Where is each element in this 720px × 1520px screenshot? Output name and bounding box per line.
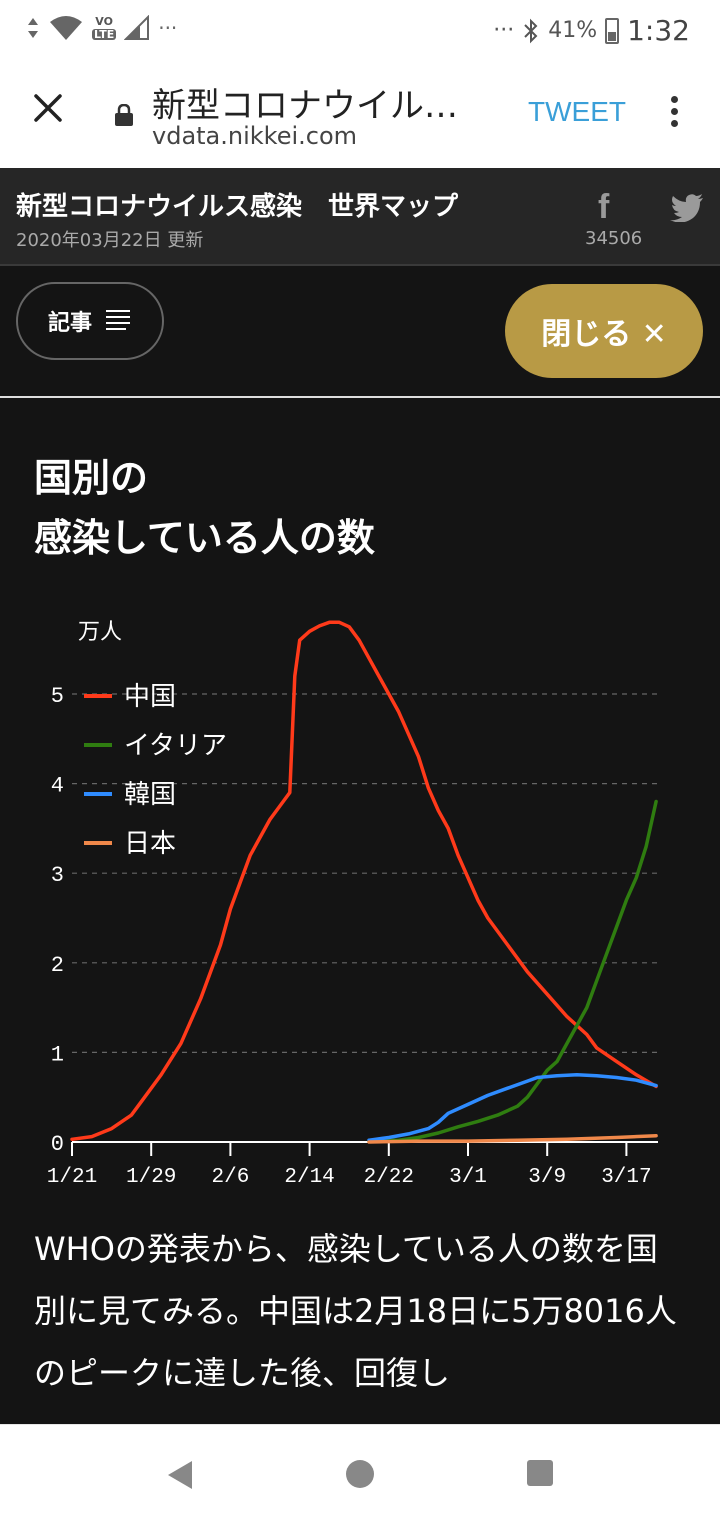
site-header: 新型コロナウイルス感染 世界マップ 2020年03月22日 更新 f 34506 <box>0 168 720 266</box>
signal-icon <box>124 15 150 40</box>
updated-date: 2020年03月22日 更新 <box>16 230 204 251</box>
x-tick-label: 3/9 <box>528 1166 566 1189</box>
x-tick-label: 1/21 <box>47 1166 97 1189</box>
legend-label: イタリア <box>124 731 227 761</box>
battery-icon <box>605 17 620 44</box>
y-tick-label: 2 <box>51 953 64 978</box>
button-row: 記事 閉じる ✕ <box>0 266 720 398</box>
x-tick-label: 3/17 <box>601 1166 651 1189</box>
more-notifications-icon: ··· <box>158 16 178 40</box>
navigation-bar <box>0 1424 720 1520</box>
y-tick-label: 3 <box>51 863 64 888</box>
series-line-イタリア <box>367 799 658 1143</box>
x-tick-label: 2/22 <box>364 1166 414 1189</box>
series-line-中国 <box>70 620 658 1142</box>
y-tick-label: 5 <box>51 684 64 709</box>
x-tick-label: 1/29 <box>126 1166 176 1189</box>
legend-label: 日本 <box>124 829 176 859</box>
article-body: WHOの発表から、感染している人の数を国別に見てみる。中国は2月18日に5万80… <box>34 1230 677 1392</box>
wifi-icon <box>50 16 82 40</box>
x-tick-label: 2/14 <box>284 1166 334 1189</box>
facebook-share-count: 34506 <box>585 228 643 249</box>
close-icon[interactable] <box>28 88 68 128</box>
y-tick-label: 4 <box>51 774 64 799</box>
facebook-icon[interactable]: f <box>598 188 610 226</box>
tweet-button[interactable]: TWEET <box>528 96 626 127</box>
y-axis-unit: 万人 <box>78 620 123 645</box>
status-right: ··· 41% 1:32 <box>493 14 690 47</box>
legend-label: 中国 <box>124 682 176 712</box>
chart-title: 国別の 感染している人の数 <box>34 448 375 568</box>
x-tick-label: 2/6 <box>211 1166 249 1189</box>
data-arrows-icon <box>28 18 38 38</box>
y-tick-label: 1 <box>51 1042 64 1067</box>
page-url: vdata.nikkei.com <box>152 122 358 150</box>
list-lines-icon <box>106 310 130 330</box>
infection-line-chart: 0 1 2 3 4 5 1/21 1/29 2/6 2/14 2/22 3/1 3/9 3/17 中国イタリ… <box>47 620 658 1189</box>
close-article-button[interactable]: 閉じる ✕ <box>505 284 703 378</box>
bluetooth-icon <box>524 18 538 43</box>
site-title: 新型コロナウイルス感染 世界マップ <box>16 192 459 222</box>
more-vert-icon[interactable] <box>668 96 680 132</box>
status-dots: ··· <box>493 18 515 43</box>
web-content: 新型コロナウイルス感染 世界マップ 2020年03月22日 更新 f 34506… <box>0 168 720 1424</box>
status-left: VO LTE ··· <box>26 14 177 42</box>
recent-apps-icon[interactable] <box>527 1460 553 1486</box>
battery-percent: 41% <box>548 18 598 43</box>
y-tick-label: 0 <box>51 1132 64 1157</box>
home-icon[interactable] <box>346 1460 374 1488</box>
legend-label: 韓国 <box>124 780 176 810</box>
x-tick-label: 3/1 <box>449 1166 487 1189</box>
volte-icon: VO LTE <box>92 15 117 41</box>
article-button[interactable]: 記事 <box>16 282 164 360</box>
clock: 1:32 <box>627 14 690 47</box>
browser-toolbar: 新型コロナウイル… vdata.nikkei.com TWEET <box>0 64 720 168</box>
back-icon[interactable] <box>164 1459 194 1491</box>
series-line-日本 <box>367 1133 658 1144</box>
lock-icon <box>115 104 133 126</box>
status-bar: VO LTE ··· ··· 41% 1:32 <box>0 0 720 64</box>
page-title: 新型コロナウイル… <box>152 86 458 126</box>
chart-title-line1: 国別の <box>34 456 149 500</box>
series-line-韓国 <box>367 1073 658 1142</box>
twitter-icon[interactable] <box>670 194 704 222</box>
chart-title-line2: 感染している人の数 <box>34 516 375 560</box>
article-button-label: 記事 <box>47 311 92 336</box>
